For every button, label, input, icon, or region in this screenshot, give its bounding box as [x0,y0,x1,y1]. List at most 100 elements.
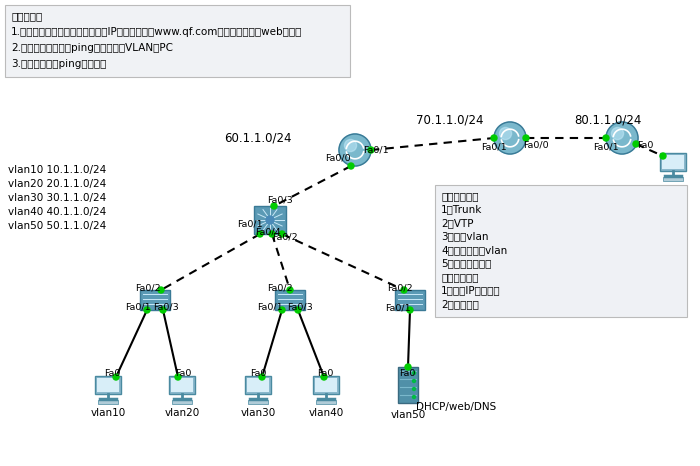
Text: vlan20: vlan20 [164,408,200,418]
FancyBboxPatch shape [395,290,425,310]
FancyBboxPatch shape [254,206,286,234]
Text: 80.1.1.0/24: 80.1.1.0/24 [574,114,642,126]
Circle shape [257,231,263,237]
FancyBboxPatch shape [248,400,268,404]
Text: 一、交换部分: 一、交换部分 [441,191,479,201]
Text: Fa0/2: Fa0/2 [272,233,298,241]
Circle shape [499,127,512,140]
Circle shape [259,374,265,380]
Text: 2）配置路由: 2）配置路由 [441,299,479,309]
Circle shape [611,127,624,140]
FancyBboxPatch shape [97,378,119,392]
Text: 3.所有员工可以ping通外网！: 3.所有员工可以ping通外网！ [11,59,106,69]
FancyBboxPatch shape [275,290,305,310]
Text: Fa0/1: Fa0/1 [125,302,150,311]
Text: 5）起三层虚接口: 5）起三层虚接口 [441,259,491,268]
Text: 4）分配端口到vlan: 4）分配端口到vlan [441,245,508,255]
Circle shape [271,203,277,209]
Text: Fa0: Fa0 [175,370,191,378]
FancyBboxPatch shape [98,400,118,404]
Text: Fa0: Fa0 [637,141,653,150]
Circle shape [279,231,285,237]
Circle shape [633,141,639,147]
FancyBboxPatch shape [398,367,418,403]
Text: 1）配置IP，并开启: 1）配置IP，并开启 [441,286,500,295]
Text: Fa0/1: Fa0/1 [481,143,507,151]
Text: Fa0: Fa0 [104,370,120,378]
Text: vlan10: vlan10 [90,408,125,418]
Circle shape [412,388,416,391]
Text: Fa0/3: Fa0/3 [267,196,293,205]
Circle shape [339,134,371,166]
Text: 1）Trunk: 1）Trunk [441,205,482,214]
Text: Fa0/2: Fa0/2 [267,283,293,293]
Text: DHCP/web/DNS: DHCP/web/DNS [416,402,496,412]
Circle shape [603,135,609,141]
Text: 二、路由部分: 二、路由部分 [441,272,479,282]
FancyBboxPatch shape [663,177,683,181]
FancyBboxPatch shape [313,376,339,394]
Text: Fa0: Fa0 [399,370,415,378]
FancyBboxPatch shape [315,378,337,392]
Text: vlan10 10.1.1.0/24: vlan10 10.1.1.0/24 [8,165,106,175]
Text: vlan30 30.1.1.0/24: vlan30 30.1.1.0/24 [8,193,106,203]
Circle shape [113,374,119,380]
Circle shape [348,163,354,169]
Text: 60.1.1.0/24: 60.1.1.0/24 [224,131,292,144]
Text: Fa0/1: Fa0/1 [593,143,619,151]
Text: 2）VTP: 2）VTP [441,218,473,228]
Circle shape [660,153,666,159]
FancyBboxPatch shape [95,376,121,394]
Circle shape [287,287,293,293]
Text: Fa0/3: Fa0/3 [153,302,179,311]
Circle shape [368,147,374,153]
FancyBboxPatch shape [316,400,336,404]
Circle shape [412,371,416,375]
Circle shape [491,135,497,141]
Text: 3）创建vlan: 3）创建vlan [441,232,489,241]
Circle shape [266,216,274,224]
FancyBboxPatch shape [172,400,192,404]
Circle shape [494,122,526,154]
Text: 2.测试员工是否可以ping通其他所有VLAN的PC: 2.测试员工是否可以ping通其他所有VLAN的PC [11,43,173,53]
Circle shape [158,287,164,293]
Text: vlan40 40.1.1.0/24: vlan40 40.1.1.0/24 [8,207,106,217]
Text: vlan30: vlan30 [240,408,276,418]
Text: Fa0/2: Fa0/2 [387,283,413,293]
FancyBboxPatch shape [662,155,684,169]
Text: vlan20 20.1.1.0/24: vlan20 20.1.1.0/24 [8,179,106,189]
Text: Fa0: Fa0 [317,370,333,378]
FancyBboxPatch shape [171,378,193,392]
Circle shape [295,307,301,313]
Text: Fa0/2: Fa0/2 [135,283,161,293]
Circle shape [407,307,413,313]
Circle shape [279,307,285,313]
FancyBboxPatch shape [435,185,687,317]
Circle shape [321,374,327,380]
Text: Fa0/1: Fa0/1 [385,303,411,313]
Text: Fa0/0: Fa0/0 [326,153,351,163]
FancyBboxPatch shape [245,376,271,394]
Circle shape [401,287,407,293]
Text: vlan40: vlan40 [309,408,344,418]
Text: vlan50: vlan50 [391,410,426,420]
Text: Fa0/1: Fa0/1 [257,302,283,311]
FancyBboxPatch shape [5,5,350,77]
Text: Fa0/3: Fa0/3 [287,302,313,311]
FancyBboxPatch shape [660,153,686,171]
Circle shape [412,396,416,398]
Text: vlan50 50.1.1.0/24: vlan50 50.1.1.0/24 [8,221,106,231]
Circle shape [269,231,275,237]
Text: 1.员工开机后，可以直接自动获取IP，并可以通过www.qf.com访问公司自己的web服务器: 1.员工开机后，可以直接自动获取IP，并可以通过www.qf.com访问公司自己… [11,27,302,37]
Circle shape [412,379,416,383]
FancyBboxPatch shape [169,376,195,394]
Circle shape [344,139,356,151]
Circle shape [144,307,150,313]
Circle shape [175,374,181,380]
Text: Fa0/1: Fa0/1 [237,219,262,228]
Text: Fa0: Fa0 [250,370,266,378]
FancyBboxPatch shape [247,378,269,392]
Text: 实验要求：: 实验要求： [11,11,42,21]
Text: 70.1.1.0/24: 70.1.1.0/24 [416,114,484,126]
Text: Fa0/1: Fa0/1 [363,145,389,155]
